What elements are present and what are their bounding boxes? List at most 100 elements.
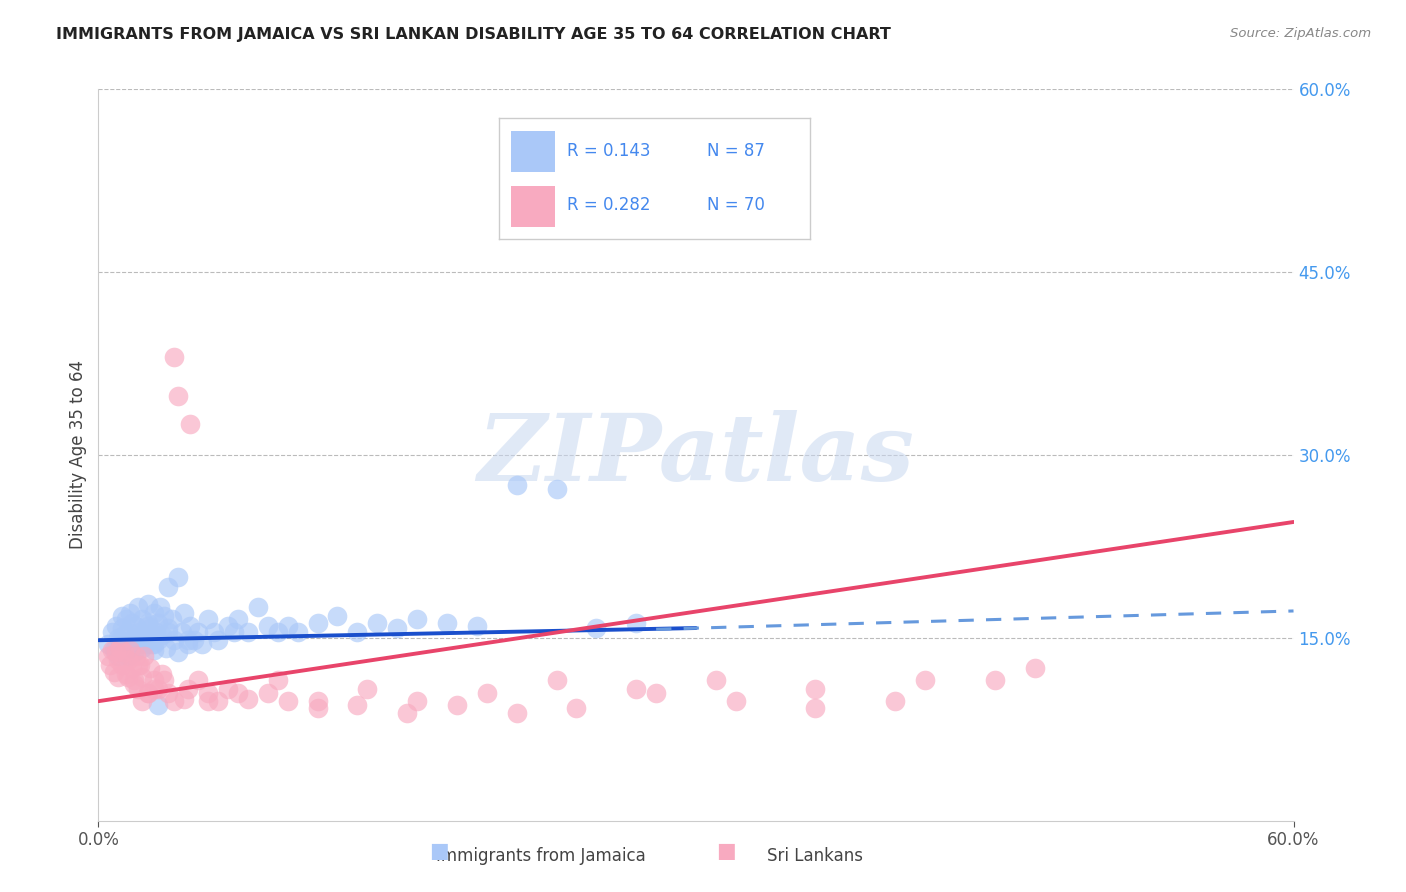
Point	[131, 612, 153, 626]
Point	[202, 624, 225, 639]
Point	[222, 624, 245, 639]
Point	[124, 631, 146, 645]
Point	[207, 694, 229, 708]
Point	[307, 616, 329, 631]
Point	[120, 643, 142, 657]
Point	[124, 677, 146, 691]
Text: Source: ZipAtlas.com: Source: ZipAtlas.com	[1230, 27, 1371, 40]
Point	[127, 633, 149, 648]
Point	[506, 706, 529, 721]
Point	[160, 612, 183, 626]
Point	[385, 621, 409, 635]
Point	[157, 621, 180, 635]
Point	[136, 686, 159, 700]
Point	[163, 633, 186, 648]
Point	[129, 657, 152, 672]
Point	[217, 681, 239, 696]
Point	[465, 618, 488, 632]
Point	[804, 701, 827, 715]
Point	[117, 624, 139, 639]
Point	[124, 645, 146, 659]
Point	[157, 686, 180, 700]
Point	[127, 600, 149, 615]
Point	[475, 686, 498, 700]
Point	[105, 618, 128, 632]
Point	[246, 600, 269, 615]
Point	[236, 624, 259, 639]
Point	[129, 624, 152, 639]
Point	[155, 640, 177, 655]
Point	[153, 673, 176, 688]
Point	[110, 633, 132, 648]
Point	[131, 694, 153, 708]
Point	[97, 649, 120, 664]
Point	[111, 608, 134, 623]
Point	[267, 624, 290, 639]
Text: Immigrants from Jamaica: Immigrants from Jamaica	[436, 847, 645, 864]
Point	[626, 616, 648, 631]
Point	[120, 607, 142, 621]
Point	[98, 657, 122, 672]
Point	[167, 570, 190, 584]
Point	[112, 640, 135, 655]
Point	[346, 624, 368, 639]
Point	[117, 653, 139, 667]
Point	[406, 694, 429, 708]
Point	[127, 637, 149, 651]
Point	[187, 624, 209, 639]
Point	[704, 673, 727, 688]
Point	[143, 681, 166, 696]
Point	[124, 673, 146, 688]
Point	[150, 628, 173, 642]
Point	[115, 667, 138, 681]
Point	[121, 616, 143, 631]
Point	[131, 628, 153, 642]
Point	[139, 661, 162, 675]
Point	[197, 694, 219, 708]
Point	[110, 640, 132, 655]
Point	[172, 624, 194, 639]
Point	[346, 698, 368, 712]
Point	[124, 633, 146, 648]
Point	[101, 624, 124, 639]
Point	[125, 618, 148, 632]
Point	[103, 665, 125, 679]
Point	[136, 618, 159, 632]
Point	[143, 637, 166, 651]
Point	[177, 681, 200, 696]
Point	[1024, 661, 1046, 675]
Point	[191, 637, 214, 651]
Y-axis label: Disability Age 35 to 64: Disability Age 35 to 64	[69, 360, 87, 549]
Point	[141, 637, 163, 651]
Point	[307, 701, 329, 715]
Point	[724, 694, 747, 708]
Point	[884, 694, 907, 708]
Point	[446, 698, 468, 712]
Point	[406, 612, 429, 626]
Point	[356, 681, 378, 696]
Point	[127, 657, 149, 672]
Point	[117, 670, 139, 684]
Point	[267, 673, 290, 688]
Point	[107, 631, 129, 645]
Point	[256, 618, 278, 632]
Point	[217, 618, 239, 632]
Text: Sri Lankans: Sri Lankans	[768, 847, 863, 864]
Point	[546, 673, 568, 688]
Point	[97, 637, 120, 651]
Point	[101, 643, 124, 657]
Point	[914, 673, 936, 688]
Point	[804, 681, 827, 696]
Point	[163, 694, 186, 708]
Point	[111, 657, 134, 672]
Text: ZIPatlas: ZIPatlas	[478, 410, 914, 500]
Point	[277, 694, 299, 708]
Point	[626, 681, 648, 696]
Point	[143, 673, 166, 688]
Point	[173, 691, 195, 706]
Point	[139, 621, 162, 635]
Point	[136, 597, 159, 611]
Point	[436, 616, 458, 631]
Text: ■: ■	[716, 841, 735, 861]
Point	[139, 633, 162, 648]
